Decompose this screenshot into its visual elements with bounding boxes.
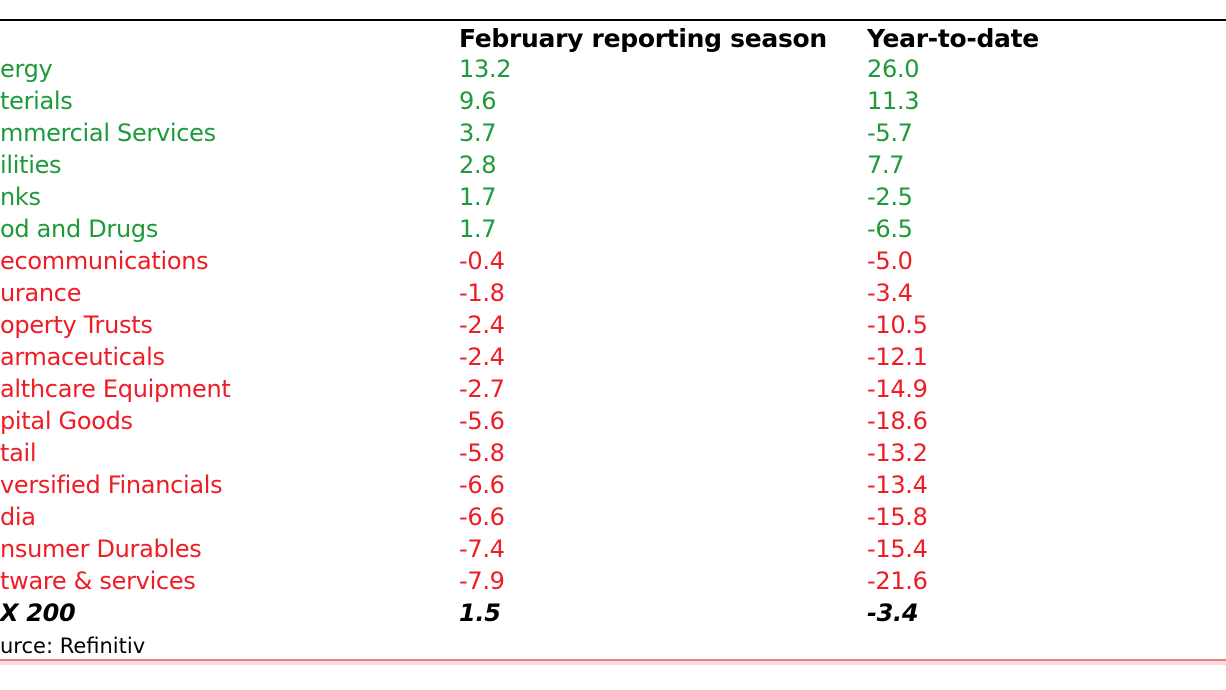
ytd-value: 11.3: [867, 87, 920, 115]
column-header-ytd: Year-to-date: [867, 24, 1039, 53]
bottom-rule-shadow: [0, 661, 1226, 665]
sector-label: od and Drugs: [0, 215, 159, 243]
table-row: ergy 13.2 26.0: [0, 53, 1226, 85]
sector-label: urance: [0, 279, 82, 307]
table-row: od and Drugs 1.7 -6.5: [0, 213, 1226, 245]
sector-label: terials: [0, 87, 73, 115]
sector-label: ilities: [0, 151, 62, 179]
february-value: 3.7: [459, 119, 497, 147]
table-row: terials 9.6 11.3: [0, 85, 1226, 117]
february-value: -7.4: [459, 535, 505, 563]
february-value: -6.6: [459, 471, 505, 499]
ytd-value: -5.7: [867, 119, 913, 147]
february-value: 13.2: [459, 55, 512, 83]
source-note: urce: Refinitiv: [0, 634, 146, 658]
table-row: tail -5.8 -13.2: [0, 437, 1226, 469]
february-value: 9.6: [459, 87, 497, 115]
table-row: dia -6.6 -15.8: [0, 501, 1226, 533]
february-value: -0.4: [459, 247, 505, 275]
ytd-value: -21.6: [867, 567, 928, 595]
february-value: -2.4: [459, 311, 505, 339]
ytd-value: -13.2: [867, 439, 928, 467]
ytd-value: 7.7: [867, 151, 905, 179]
ytd-value: -15.8: [867, 503, 928, 531]
february-value: -6.6: [459, 503, 505, 531]
ytd-value: -2.5: [867, 183, 913, 211]
bottom-rule: [0, 659, 1226, 661]
table-row: nsumer Durables -7.4 -15.4: [0, 533, 1226, 565]
column-header-february: February reporting season: [459, 24, 827, 53]
sector-label: tail: [0, 439, 37, 467]
ytd-value: 26.0: [867, 55, 920, 83]
ytd-value: -6.5: [867, 215, 913, 243]
sector-label: nsumer Durables: [0, 535, 202, 563]
ytd-value: -5.0: [867, 247, 913, 275]
sector-label: dia: [0, 503, 36, 531]
table-row: operty Trusts -2.4 -10.5: [0, 309, 1226, 341]
ytd-value: -18.6: [867, 407, 928, 435]
ytd-value: -13.4: [867, 471, 928, 499]
ytd-value: -12.1: [867, 343, 928, 371]
top-rule: [0, 19, 1226, 21]
sector-label: pital Goods: [0, 407, 133, 435]
sector-label: mmercial Services: [0, 119, 216, 147]
sector-label: tware & services: [0, 567, 196, 595]
sector-label: ecommunications: [0, 247, 209, 275]
february-value: -5.8: [459, 439, 505, 467]
february-value: 2.8: [459, 151, 497, 179]
february-value: -2.4: [459, 343, 505, 371]
table-row: ecommunications -0.4 -5.0: [0, 245, 1226, 277]
sector-label: nks: [0, 183, 41, 211]
ytd-value: -3.4: [867, 279, 913, 307]
total-ytd-value: -3.4: [867, 599, 919, 627]
february-value: -1.8: [459, 279, 505, 307]
total-label: X 200: [0, 599, 76, 627]
sector-label: armaceuticals: [0, 343, 165, 371]
table-row: urance -1.8 -3.4: [0, 277, 1226, 309]
table-row: ilities 2.8 7.7: [0, 149, 1226, 181]
february-value: -2.7: [459, 375, 505, 403]
table-row: althcare Equipment -2.7 -14.9: [0, 373, 1226, 405]
table-row: mmercial Services 3.7 -5.7: [0, 117, 1226, 149]
february-value: 1.7: [459, 215, 497, 243]
ytd-value: -10.5: [867, 311, 928, 339]
sector-label: althcare Equipment: [0, 375, 231, 403]
february-value: -7.9: [459, 567, 505, 595]
table-row: tware & services -7.9 -21.6: [0, 565, 1226, 597]
sector-label: ergy: [0, 55, 53, 83]
sector-label: operty Trusts: [0, 311, 153, 339]
table-row: armaceuticals -2.4 -12.1: [0, 341, 1226, 373]
table-row: pital Goods -5.6 -18.6: [0, 405, 1226, 437]
ytd-value: -14.9: [867, 375, 928, 403]
table-body: ergy 13.2 26.0 terials 9.6 11.3 mmercial Servi…: [0, 53, 1226, 629]
table-row: versified Financials -6.6 -13.4: [0, 469, 1226, 501]
total-row: X 200 1.5 -3.4: [0, 597, 1226, 629]
february-value: 1.7: [459, 183, 497, 211]
ytd-value: -15.4: [867, 535, 928, 563]
sector-label: versified Financials: [0, 471, 223, 499]
february-value: -5.6: [459, 407, 505, 435]
total-february-value: 1.5: [459, 599, 501, 627]
table-row: nks 1.7 -2.5: [0, 181, 1226, 213]
